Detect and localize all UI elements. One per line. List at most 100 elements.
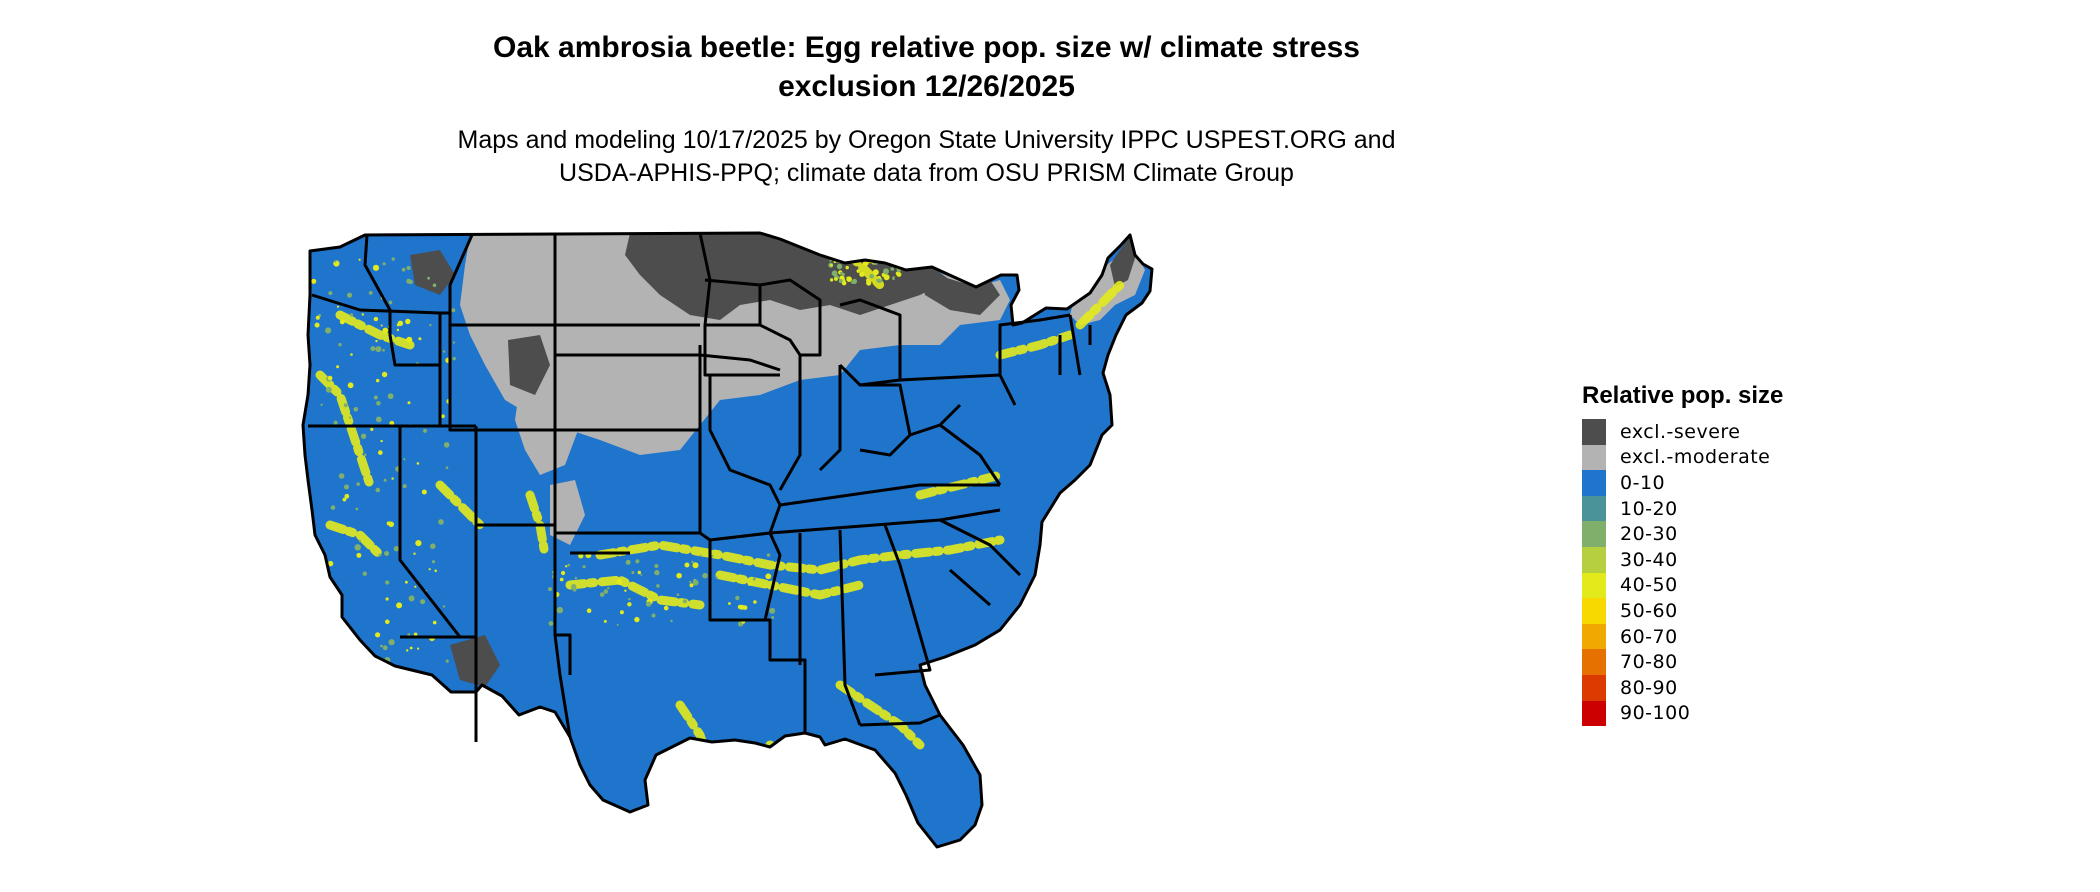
legend-swatch	[1582, 598, 1606, 624]
speckle	[334, 260, 337, 263]
speckle	[349, 416, 351, 419]
legend-swatch	[1582, 444, 1606, 471]
speckle	[676, 572, 682, 579]
speckle	[896, 268, 901, 273]
speckle	[406, 649, 409, 652]
speckle	[314, 322, 320, 328]
speckle	[691, 560, 694, 564]
speckle	[338, 343, 342, 347]
legend-swatch	[1582, 674, 1606, 701]
speckle	[676, 593, 680, 596]
speckle	[375, 416, 382, 423]
speckle	[385, 619, 390, 625]
speckle	[443, 442, 450, 448]
speckle	[834, 277, 838, 281]
hotspot-band	[565, 575, 705, 610]
excl-moderate-rockies	[550, 480, 585, 545]
speckle	[384, 551, 390, 556]
speckle	[628, 597, 631, 601]
legend-swatch	[1582, 419, 1606, 445]
speckle	[362, 571, 367, 576]
speckle	[401, 267, 406, 272]
speckle	[333, 420, 338, 425]
speckle	[423, 428, 427, 433]
speckle	[752, 577, 756, 581]
speckle	[375, 346, 382, 353]
speckle	[336, 365, 340, 369]
speckle	[603, 619, 607, 623]
legend-item: 60-70	[1582, 623, 1783, 650]
us-map	[301, 231, 1154, 849]
speckle	[654, 563, 659, 569]
speckle	[872, 269, 879, 276]
legend-swatch	[1582, 495, 1606, 522]
speckle	[851, 281, 854, 284]
speckle	[375, 339, 378, 343]
speckle	[420, 599, 426, 605]
legend-item: 50-60	[1582, 598, 1783, 624]
speckle	[338, 473, 345, 479]
speckle	[747, 582, 752, 586]
speckle	[856, 269, 861, 273]
legend-item: 80-90	[1582, 674, 1783, 701]
speckle	[370, 346, 376, 352]
excl-moderate-great-basin	[515, 375, 580, 475]
speckle	[878, 255, 884, 261]
speckle	[869, 273, 874, 279]
speckle	[829, 278, 834, 282]
speckle	[370, 427, 374, 431]
legend-label: 90-100	[1620, 702, 1691, 725]
speckle	[416, 462, 420, 465]
speckle	[884, 276, 887, 279]
excl-severe-northern-rockies	[410, 250, 455, 295]
speckle	[320, 403, 323, 406]
speckle	[769, 607, 776, 614]
speckle	[406, 278, 412, 284]
speckle	[373, 395, 378, 400]
hotspot-band	[595, 535, 1005, 575]
hotspot-band	[1075, 280, 1125, 330]
hotspot-band	[435, 480, 485, 530]
speckle	[845, 265, 849, 270]
speckle	[378, 553, 382, 557]
speckle	[877, 278, 880, 281]
legend-item: 30-40	[1582, 546, 1783, 573]
speckle	[829, 259, 832, 262]
speckle	[728, 602, 731, 605]
speckle	[689, 580, 692, 584]
speckle	[771, 616, 775, 619]
speckle	[353, 407, 359, 412]
speckle	[619, 610, 624, 615]
state-borders	[301, 231, 1154, 849]
legend: Relative pop. size excl.-severe excl.-mod…	[1582, 381, 1783, 727]
speckle	[634, 616, 640, 623]
speckle	[578, 553, 584, 559]
speckle	[599, 592, 605, 597]
speckle	[766, 553, 771, 557]
speckle	[836, 263, 843, 270]
speckle	[874, 253, 879, 258]
speckle	[451, 308, 456, 313]
speckle	[582, 565, 586, 569]
speckle	[325, 386, 332, 393]
speckle	[325, 327, 332, 334]
speckle	[403, 458, 406, 461]
speckle	[347, 382, 354, 389]
legend-item: 40-50	[1582, 572, 1783, 599]
legend-label: 40-50	[1620, 574, 1678, 597]
speckle	[735, 595, 740, 601]
speckle	[890, 267, 895, 271]
speckle	[663, 605, 669, 611]
map-subtitle-line2: USDA-APHIS-PPQ; climate data from OSU PR…	[559, 159, 1294, 187]
legend-label: 0-10	[1620, 471, 1666, 494]
speckle	[375, 487, 381, 493]
legend-item: 90-100	[1582, 700, 1783, 727]
speckle	[651, 613, 656, 618]
speckle	[656, 584, 660, 588]
speckle	[603, 589, 609, 594]
speckle	[640, 573, 643, 576]
speckle	[396, 602, 403, 609]
speckle	[428, 568, 431, 571]
speckle	[375, 632, 381, 638]
speckle	[765, 573, 772, 580]
